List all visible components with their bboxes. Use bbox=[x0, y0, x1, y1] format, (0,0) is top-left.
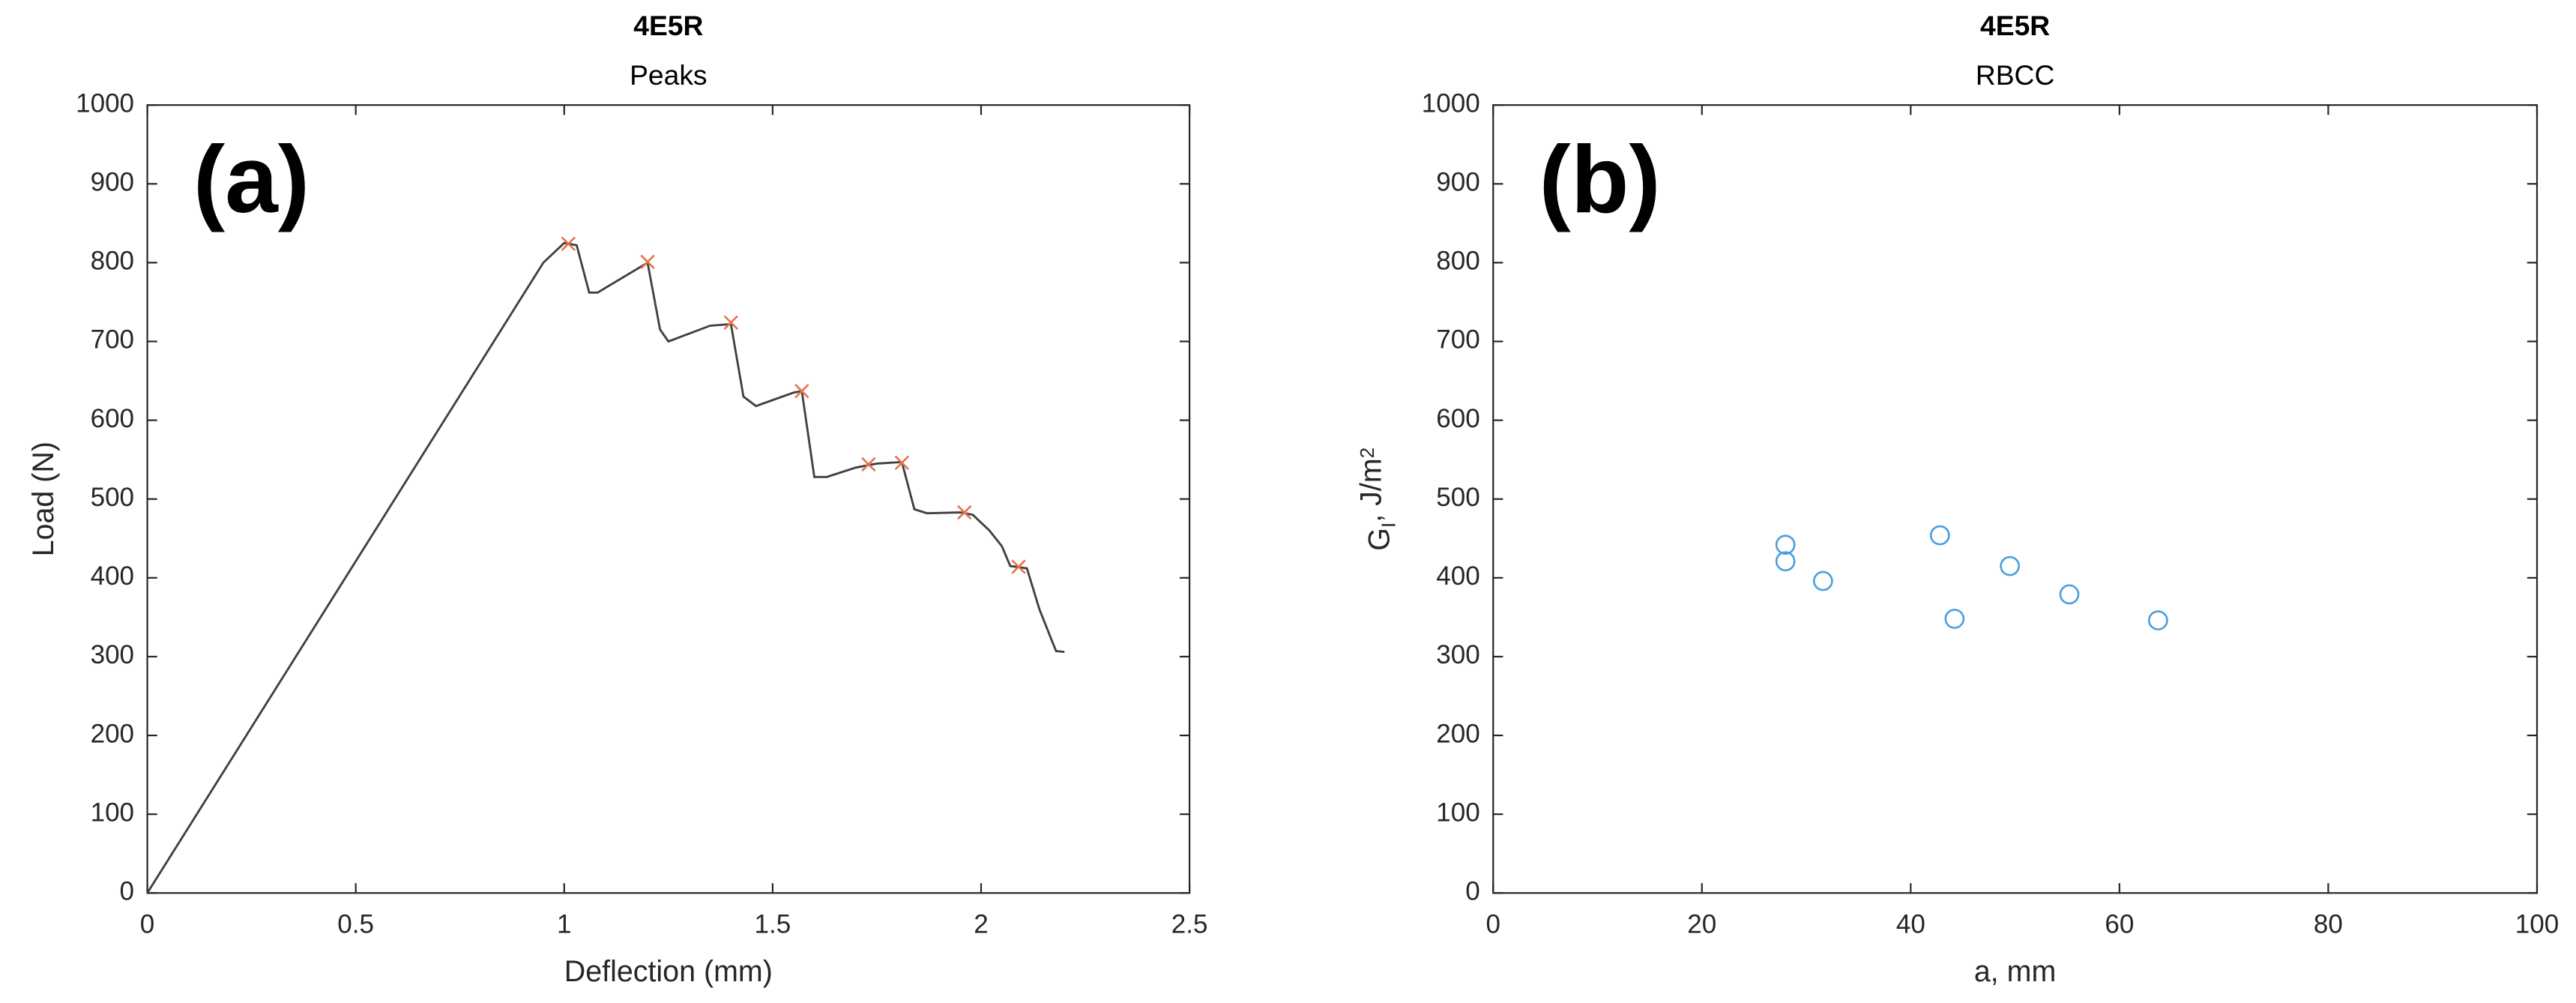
point bbox=[1775, 551, 1796, 572]
peak-marker bbox=[894, 455, 910, 471]
y-axis-label-part: I bbox=[1377, 522, 1399, 528]
peak-marker bbox=[640, 254, 655, 270]
y-tick-label: 1000 bbox=[76, 88, 134, 118]
y-tick-label: 500 bbox=[1436, 483, 1479, 512]
chart-subtitle: Peaks bbox=[630, 59, 707, 91]
y-tick-label: 400 bbox=[1436, 561, 1479, 591]
point bbox=[1812, 570, 1833, 591]
y-tick-label: 0 bbox=[120, 877, 134, 906]
y-tick-label: 300 bbox=[91, 640, 134, 669]
line bbox=[146, 241, 1065, 894]
y-axis-label-part: 2 bbox=[1356, 448, 1378, 459]
y-tick-label: 500 bbox=[91, 483, 134, 512]
x-tick-label: 20 bbox=[1687, 909, 1716, 939]
y-tick-label: 0 bbox=[1465, 877, 1479, 906]
point bbox=[1929, 525, 1950, 546]
x-tick-label: 60 bbox=[2105, 909, 2134, 939]
y-tick-label: 300 bbox=[1436, 640, 1479, 669]
x-tick-label: 1.5 bbox=[755, 909, 791, 939]
y-tick-label: 700 bbox=[1436, 325, 1479, 355]
peak-marker bbox=[723, 315, 738, 330]
y-tick-label: 900 bbox=[91, 168, 134, 197]
x-tick-label: 40 bbox=[1896, 909, 1925, 939]
x-tick-label: 0.5 bbox=[337, 909, 374, 939]
x-tick-label: 1 bbox=[557, 909, 571, 939]
x-tick-label: 80 bbox=[2314, 909, 2343, 939]
y-axis-label: Load (N) bbox=[27, 442, 60, 556]
panel-label: (a) bbox=[193, 126, 310, 232]
peak-marker bbox=[957, 504, 972, 520]
point bbox=[2059, 584, 2080, 605]
point bbox=[1775, 534, 1796, 555]
chart-subtitle: RBCC bbox=[1976, 59, 2054, 91]
y-tick-label: 100 bbox=[91, 798, 134, 827]
y-tick-label: 700 bbox=[91, 325, 134, 355]
y-tick-label: 800 bbox=[1436, 247, 1479, 276]
y-tick-label: 100 bbox=[1436, 798, 1479, 827]
x-tick-label: 2 bbox=[974, 909, 988, 939]
x-axis-label: a, mm bbox=[1974, 955, 2056, 988]
y-axis-label-part: , J/m bbox=[1355, 458, 1388, 522]
chart-title: 4E5R bbox=[1980, 10, 2050, 41]
x-tick-label: 0 bbox=[140, 909, 154, 939]
y-axis-label: GI, J/m2 bbox=[1355, 448, 1399, 551]
x-tick-label: 100 bbox=[2515, 909, 2559, 939]
point bbox=[2000, 555, 2020, 576]
y-tick-label: 200 bbox=[91, 719, 134, 748]
x-axis-label: Deflection (mm) bbox=[564, 955, 773, 988]
peak-marker bbox=[861, 457, 876, 472]
panel-label: (b) bbox=[1539, 126, 1661, 232]
y-tick-label: 1000 bbox=[1422, 88, 1480, 118]
y-tick-label: 600 bbox=[1436, 404, 1479, 433]
x-tick-label: 0 bbox=[1485, 909, 1500, 939]
peak-marker bbox=[561, 236, 576, 251]
chart-title: 4E5R bbox=[633, 10, 703, 41]
y-axis-label-part: G bbox=[1363, 528, 1396, 551]
y-tick-label: 800 bbox=[91, 247, 134, 276]
y-tick-label: 600 bbox=[91, 404, 134, 433]
point bbox=[1944, 609, 1965, 629]
y-tick-label: 200 bbox=[1436, 719, 1479, 748]
x-tick-label: 2.5 bbox=[1171, 909, 1208, 939]
peak-marker bbox=[1011, 559, 1026, 574]
y-tick-label: 400 bbox=[91, 561, 134, 591]
peak-marker bbox=[794, 384, 809, 399]
y-tick-label: 900 bbox=[1436, 168, 1479, 197]
point bbox=[2148, 610, 2168, 630]
